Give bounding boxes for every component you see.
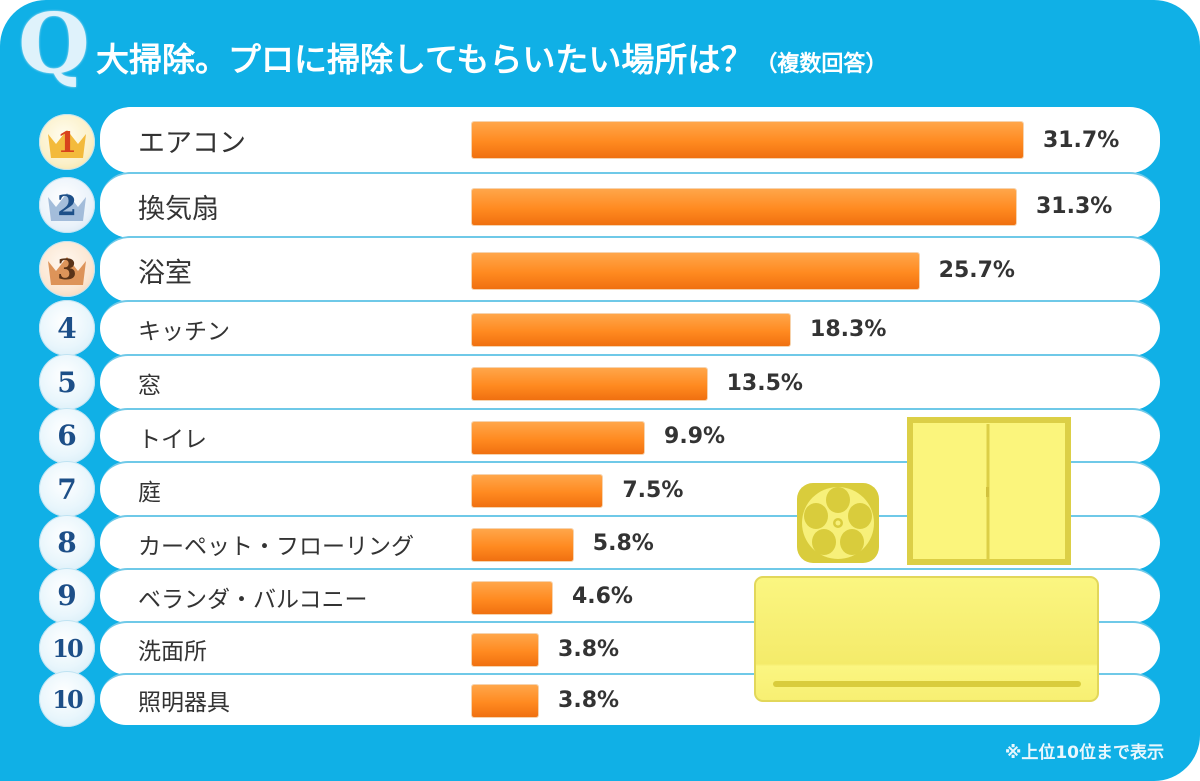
ranking-row: エアコン 31.7%: [100, 107, 1160, 173]
ranking-row: 洗面所 3.8%: [100, 621, 1160, 675]
ranking-row: 浴室 25.7%: [100, 236, 1160, 302]
value-label: 3.8%: [558, 687, 620, 713]
ranking-row: トイレ 9.9%: [100, 408, 1160, 463]
category-label: 照明器具: [138, 690, 230, 716]
rank-number: 7: [57, 472, 77, 506]
rank-badge: 6: [39, 407, 95, 464]
rank-number: 4: [57, 311, 77, 345]
bar: [472, 314, 791, 346]
ranking-row: 庭 7.5%: [100, 461, 1160, 517]
footnote: ※上位10位まで表示: [1004, 743, 1164, 763]
bar: [472, 421, 645, 454]
chart-title: 大掃除。プロに掃除してもらいたい場所は？（複数回答）: [96, 36, 887, 84]
bar: [472, 368, 707, 400]
crown-icon: [48, 193, 86, 221]
rank-number: 3: [57, 252, 77, 286]
ranking-row: 換気扇 31.3%: [100, 172, 1160, 238]
crown-icon: [48, 257, 86, 285]
rank-number: 9: [57, 579, 77, 612]
bar: [472, 581, 552, 614]
category-label: エアコン: [138, 127, 246, 159]
category-label: ベランダ・バルコニー: [138, 586, 368, 613]
ranking-row: カーペット・フローリング 5.8%: [100, 515, 1160, 570]
rank-badge: 9: [39, 567, 95, 624]
ranking-row: キッチン 18.3%: [100, 300, 1160, 356]
rank-number: 1: [57, 125, 77, 159]
rank-badge: 10: [39, 671, 95, 727]
rank-number: 10: [52, 684, 83, 714]
value-label: 13.5%: [726, 370, 803, 396]
rank-badge: 10: [39, 620, 95, 676]
rank-badge: 7: [39, 461, 95, 517]
rank-number: 10: [52, 633, 83, 663]
chart-title-main: 大掃除。プロに掃除してもらいたい場所は？: [96, 40, 754, 79]
category-label: 換気扇: [138, 193, 219, 225]
value-label: 18.3%: [810, 316, 887, 342]
value-label: 7.5%: [622, 477, 684, 503]
rank-crown-gold: 1: [39, 114, 95, 170]
crown-icon: [48, 130, 86, 158]
bar: [472, 685, 539, 717]
bar: [472, 634, 539, 666]
bar: [472, 475, 603, 507]
q-mark: Q: [18, 0, 90, 92]
value-label: 3.8%: [558, 636, 620, 662]
category-label: 窓: [138, 373, 161, 399]
rank-crown-bronze: 3: [39, 241, 95, 297]
category-label: 浴室: [138, 257, 192, 289]
bar: [472, 122, 1023, 158]
value-label: 4.6%: [571, 584, 633, 609]
chart-title-sub: （複数回答）: [755, 52, 888, 77]
category-label: キッチン: [138, 319, 230, 345]
rank-badge: 5: [39, 354, 95, 410]
category-label: カーペット・フローリング: [138, 533, 414, 560]
value-label: 5.8%: [592, 531, 654, 556]
ranking-row: ベランダ・バルコニー 4.6%: [100, 568, 1160, 623]
rank-number: 2: [57, 188, 77, 222]
value-label: 31.7%: [1042, 127, 1120, 153]
ranking-row: 照明器具 3.8%: [100, 673, 1160, 725]
bar: [472, 253, 919, 289]
bar: [472, 528, 573, 561]
rank-crown-silver: 2: [39, 177, 95, 233]
rank-badge: 4: [39, 300, 95, 356]
value-label: 9.9%: [664, 424, 726, 449]
ranking-row: 窓 13.5%: [100, 354, 1160, 410]
rank-number: 6: [57, 419, 77, 452]
rank-number: 8: [57, 526, 77, 559]
rank-number: 5: [57, 365, 77, 399]
rank-badge: 8: [39, 514, 95, 571]
category-label: 庭: [138, 480, 161, 506]
bar: [472, 189, 1016, 225]
category-label: トイレ: [138, 426, 207, 453]
value-label: 25.7%: [938, 257, 1015, 283]
category-label: 洗面所: [138, 639, 207, 665]
value-label: 31.3%: [1035, 193, 1113, 219]
